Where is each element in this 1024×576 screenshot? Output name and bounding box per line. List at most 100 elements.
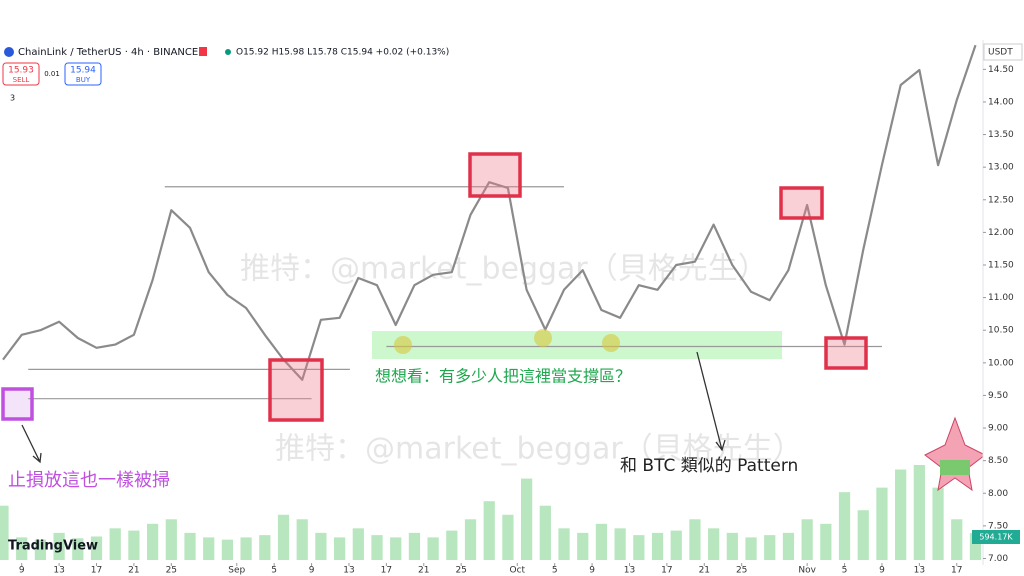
x-tick-label: 13 — [53, 566, 64, 576]
buy-label: BUY — [76, 76, 91, 84]
sell-price: 15.93 — [8, 66, 34, 76]
arrow — [696, 351, 726, 452]
volume-bar — [651, 532, 664, 560]
volume-bar — [801, 519, 813, 560]
x-tick-label: 21 — [699, 566, 710, 576]
volume-bar — [764, 535, 776, 560]
volume-bar — [595, 523, 608, 560]
x-tick-label: 13 — [624, 566, 635, 576]
flag — [199, 47, 207, 56]
x-tick-label: 9 — [309, 566, 315, 576]
volume-bar — [203, 537, 215, 560]
volume-bar — [483, 501, 495, 560]
y-tick-label: 9.50 — [988, 391, 1008, 401]
annotation: 想想看：有多少人把這裡當支撐區？ — [375, 367, 631, 386]
arrow — [21, 424, 42, 464]
mascot-shorts — [940, 460, 970, 475]
volume-bar — [670, 530, 682, 560]
volume-bar — [128, 530, 140, 560]
x-tick-label: 5 — [271, 566, 277, 576]
x-tick-label: Sep — [228, 566, 245, 576]
highlight-boxes — [1, 152, 868, 422]
spread: 0.01 — [44, 70, 60, 78]
buy-button[interactable] — [64, 62, 102, 86]
x-tick-label: 17 — [951, 566, 962, 576]
volume-bar — [464, 519, 477, 560]
volume-bar — [932, 487, 944, 560]
volume-bar — [726, 532, 738, 560]
volume-bar — [371, 535, 383, 560]
x-tick-label: 13 — [343, 566, 354, 576]
x-tick-label: 5 — [552, 566, 558, 576]
volume-bar — [857, 510, 869, 560]
volume-bar — [184, 532, 196, 560]
x-tick-label: 17 — [661, 566, 672, 576]
volume-bar — [390, 537, 402, 560]
volume-bar — [408, 532, 421, 560]
y-tick-label: 7.50 — [988, 521, 1008, 531]
volume-bar — [577, 532, 589, 560]
volume-bar — [951, 519, 963, 560]
volume-bar — [72, 538, 84, 560]
x-tick-label: 21 — [128, 566, 139, 576]
support-zone — [372, 331, 782, 359]
volume-bar — [539, 505, 551, 560]
volume-bar — [876, 487, 888, 560]
plot — [2, 44, 977, 400]
highlight-box — [468, 152, 522, 198]
volume-bar — [745, 537, 757, 560]
touch-marker — [394, 336, 412, 354]
annotation: 和 BTC 類似的 Pattern — [620, 456, 798, 476]
volume-bar — [0, 505, 9, 560]
volume-bar — [820, 523, 832, 560]
buy-price: 15.94 — [70, 66, 96, 76]
volume-bar — [838, 492, 851, 560]
y-tick-label: 14.50 — [988, 65, 1014, 75]
volume-bar — [558, 528, 570, 560]
volume-bar — [146, 523, 159, 560]
symbol-logo — [4, 47, 14, 57]
volume-bar — [969, 533, 982, 560]
indicator-count: 3 — [10, 94, 15, 103]
y-tick-label: 12.50 — [988, 195, 1014, 205]
volume-bar — [913, 465, 925, 560]
volume-bar — [259, 535, 271, 560]
x-tick-label: 17 — [381, 566, 392, 576]
volume-bar — [427, 537, 439, 560]
touch-markers — [394, 329, 620, 354]
x-tick-label: 25 — [166, 566, 177, 576]
y-tick-label: 8.00 — [988, 489, 1008, 499]
annotation: 止損放這也一樣被掃 — [8, 470, 170, 491]
x-tick-label: 9 — [879, 566, 885, 576]
touch-marker — [534, 329, 552, 347]
volume-tag — [972, 530, 1020, 544]
x-tick-label: 13 — [914, 566, 925, 576]
volume-bar — [708, 528, 720, 560]
x-tick-label: 9 — [589, 566, 595, 576]
volume-bar — [53, 532, 65, 560]
highlight-box — [824, 336, 868, 370]
axis-layer: 7.00 7.50 8.00 8.50 9.00 9.50 10.00 10.50 11.00 1… — [19, 65, 1020, 576]
volume-bar — [34, 539, 47, 560]
watermark: 推特：@market_beggar（貝格先生） — [275, 432, 803, 467]
volume-bar — [446, 530, 458, 560]
mascot-star — [924, 416, 986, 492]
volume-label: 594.17K — [979, 533, 1013, 542]
x-tick-label: 25 — [736, 566, 747, 576]
volume-bar — [614, 528, 626, 560]
volume-bar — [240, 537, 252, 560]
volume-bar — [633, 535, 645, 560]
volume-bar — [296, 519, 308, 560]
sell-button[interactable] — [2, 62, 40, 86]
x-tick-label: 25 — [455, 566, 466, 576]
currency-box — [983, 43, 1023, 61]
y-tick-label: 13.50 — [988, 130, 1014, 140]
x-tick-label: 5 — [842, 566, 848, 576]
y-tick-label: 14.00 — [988, 97, 1014, 107]
y-tick-label: 12.00 — [988, 228, 1014, 238]
y-tick-label: 7.00 — [988, 554, 1008, 564]
x-tick-label: 21 — [418, 566, 429, 576]
volume-bar — [895, 469, 907, 560]
x-tick-label: Oct — [509, 566, 525, 576]
